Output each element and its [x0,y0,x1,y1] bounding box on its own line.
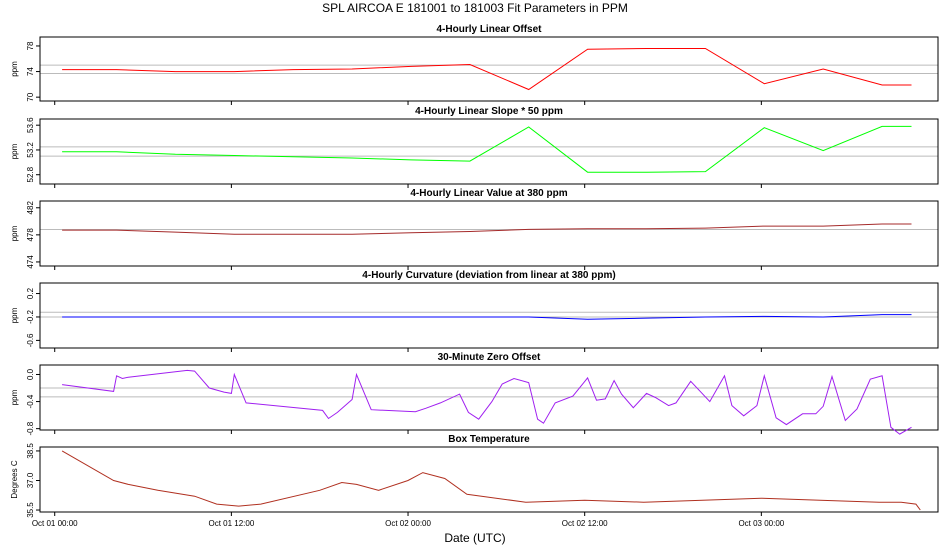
y-tick-label: 0.2 [26,287,35,299]
y-tick-label: -0.8 [26,421,35,435]
y-axis-label: ppm [10,307,19,323]
y-tick-label: 478 [26,228,35,242]
y-tick-label: 52.8 [26,166,35,182]
x-tick-label: Oct 01 00:00 [32,519,78,528]
y-axis-label: ppm [10,389,19,405]
y-tick-label: 53.6 [26,117,35,133]
y-axis-label: ppm [10,61,19,77]
panel-6: Box Temperature 35.5 37.0 38.5 Degrees C [10,434,939,518]
y-tick-label: 482 [26,201,35,215]
panel-frame [39,200,939,267]
figure-title: SPL AIRCOA E 181001 to 181003 Fit Parame… [322,1,628,15]
x-tick-label: Oct 02 00:00 [385,519,431,528]
panel-frame [39,282,939,349]
series-line [62,125,912,173]
y-tick-label: 38.5 [26,443,35,459]
y-tick-label: 78 [26,41,35,50]
panel-2: 4-Hourly Linear Slope * 50 ppm 52.8 53.2 53… [10,106,939,188]
y-tick-label: 474 [26,255,35,269]
panel-frame [39,36,939,102]
series-line [62,223,912,235]
y-tick-label: 70 [26,92,35,101]
y-tick-label: 37.0 [26,472,35,488]
series-line [62,314,912,320]
panel-3: 4-Hourly Linear Value at 380 ppm 474 478 48… [10,188,939,270]
panel-1: 4-Hourly Linear Offset 70 74 78 ppm [10,24,939,105]
y-tick-label: -0.4 [26,394,35,408]
panel-frame [39,446,939,513]
x-axis-label: Date (UTC) [444,531,505,545]
series-line [62,369,912,435]
x-tick-label: Oct 02 12:00 [562,519,608,528]
y-tick-label: -0.2 [26,310,35,324]
y-tick-label: 74 [26,67,35,76]
panels-group: 4-Hourly Linear Offset707478ppm4-Hourly … [10,24,939,518]
x-tick-label: Oct 01 12:00 [208,519,254,528]
panel-title: 30-Minute Zero Offset [438,352,541,363]
x-tick-label: Oct 03 00:00 [738,519,784,528]
panel-frame [39,118,939,185]
panel-5: 30-Minute Zero Offset -0.8 -0.4 0.0 ppm [10,352,939,436]
y-axis-label: ppm [10,143,19,159]
panel-title: 4-Hourly Linear Offset [436,24,542,35]
panel-frame [39,364,939,431]
panel-title: 4-Hourly Linear Slope * 50 ppm [415,106,563,117]
y-tick-label: 0.0 [26,368,35,380]
y-tick-label: -0.6 [26,333,35,347]
y-tick-label: 35.5 [26,502,35,518]
panel-title: Box Temperature [448,434,530,445]
y-axis-label: Degrees C [10,460,19,498]
series-line [62,48,912,91]
panel-4: 4-Hourly Curvature (deviation from linea… [10,270,939,352]
y-tick-label: 53.2 [26,142,35,158]
x-axis: Oct 01 00:00 Oct 01 12:00 Oct 02 00:00 Oct … [32,519,785,528]
y-axis-label: ppm [10,225,19,241]
panel-title: 4-Hourly Linear Value at 380 ppm [410,188,567,199]
panel-title: 4-Hourly Curvature (deviation from linea… [362,270,615,281]
series-line [61,450,921,511]
